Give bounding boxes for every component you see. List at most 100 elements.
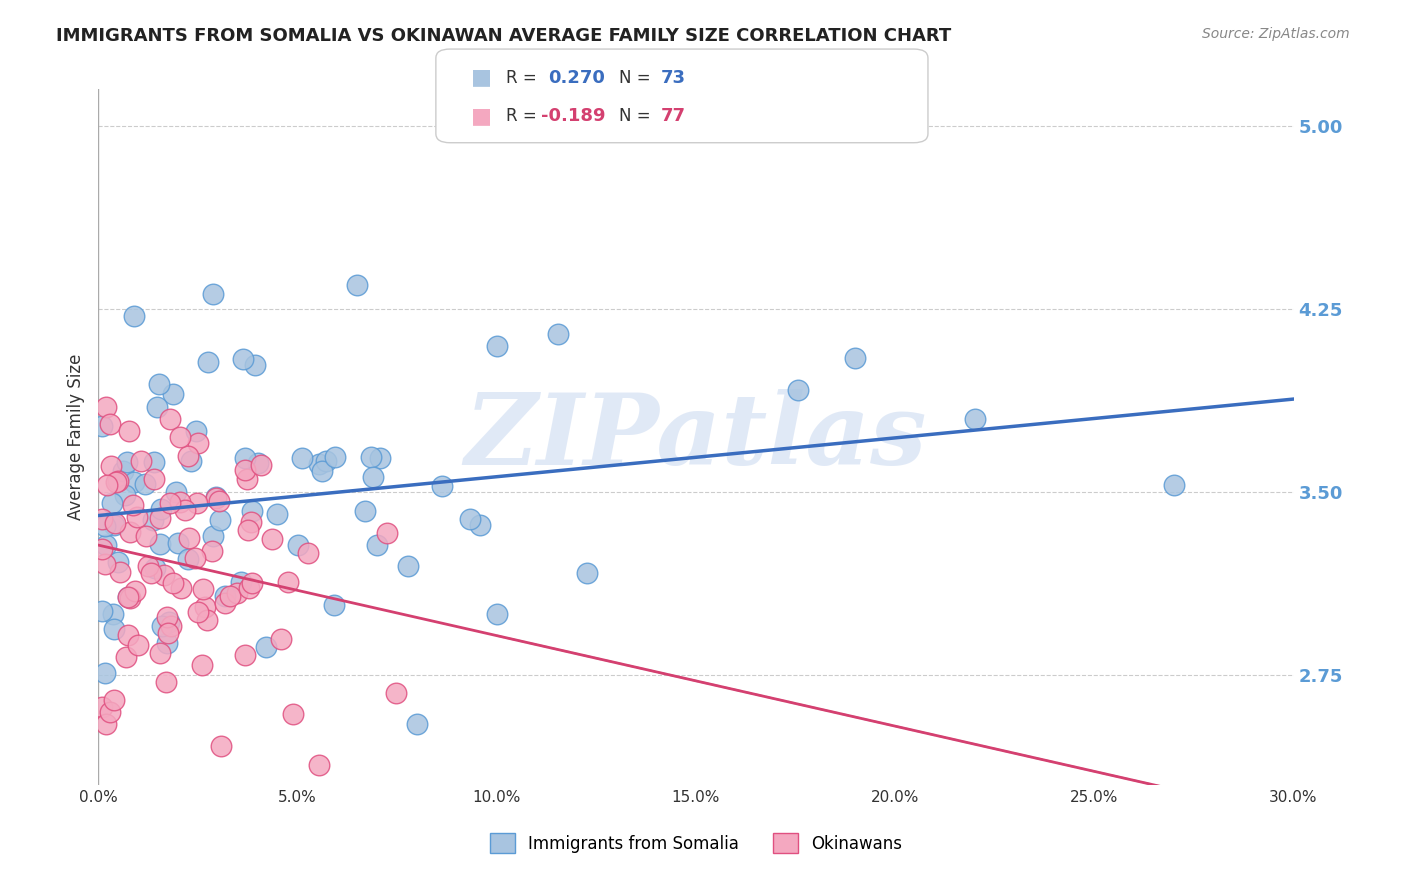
Point (145, 561, 167, 575)
Point (375, 526, 398, 541)
Point (103, 622, 125, 636)
Point (169, 582, 191, 596)
Point (311, 464, 333, 478)
Point (152, 618, 174, 632)
Point (107, 474, 129, 488)
Point (193, 582, 215, 596)
Point (214, 597, 236, 611)
Point (354, 504, 377, 518)
Point (148, 377, 170, 392)
Point (240, 575, 263, 590)
Point (186, 496, 208, 510)
Point (184, 551, 207, 566)
Text: IMMIGRANTS FROM SOMALIA VS OKINAWAN AVERAGE FAMILY SIZE CORRELATION CHART: IMMIGRANTS FROM SOMALIA VS OKINAWAN AVER… (56, 27, 952, 45)
Point (229, 574, 252, 589)
Point (240, 504, 263, 518)
Point (103, 692, 125, 706)
Point (254, 640, 277, 654)
Point (143, 455, 166, 469)
Point (468, 517, 491, 532)
Point (308, 758, 330, 772)
Text: 77: 77 (661, 107, 686, 125)
Point (159, 495, 181, 509)
Point (91, 542, 114, 557)
Point (291, 451, 314, 466)
Point (100, 459, 122, 474)
Point (315, 454, 337, 468)
Y-axis label: Average Family Size: Average Family Size (66, 354, 84, 520)
Point (120, 524, 142, 539)
Point (191, 657, 214, 672)
Point (177, 552, 200, 566)
Point (152, 567, 174, 582)
Point (96, 477, 118, 491)
Legend: Immigrants from Somalia, Okinawans: Immigrants from Somalia, Okinawans (484, 827, 908, 860)
Point (235, 463, 257, 477)
Text: R =: R = (506, 69, 543, 87)
Point (129, 454, 152, 468)
Text: N =: N = (619, 69, 650, 87)
Point (108, 566, 131, 580)
Point (204, 491, 226, 506)
Point (117, 591, 139, 605)
Point (406, 717, 429, 731)
Point (233, 450, 256, 465)
Point (209, 513, 232, 527)
Point (187, 606, 209, 620)
Point (245, 358, 267, 372)
Point (360, 450, 382, 465)
Point (1163, 477, 1185, 491)
Point (194, 599, 217, 614)
Point (117, 591, 139, 605)
Point (149, 646, 172, 660)
Point (159, 411, 181, 425)
Point (91, 699, 114, 714)
Point (149, 511, 172, 525)
Point (323, 450, 346, 464)
Text: Source: ZipAtlas.com: Source: ZipAtlas.com (1202, 27, 1350, 41)
Point (156, 610, 179, 624)
Point (156, 626, 179, 640)
Point (214, 589, 236, 603)
Point (202, 528, 225, 542)
Point (96, 717, 118, 731)
Point (107, 555, 129, 569)
Point (100, 496, 122, 510)
Point (166, 536, 188, 550)
Point (94, 538, 117, 552)
Point (125, 509, 148, 524)
Text: N =: N = (619, 107, 650, 125)
Point (547, 326, 569, 341)
Point (103, 517, 125, 532)
Point (118, 424, 141, 438)
Point (98, 417, 122, 431)
Point (142, 513, 165, 527)
Text: ■: ■ (471, 68, 492, 87)
Point (277, 574, 299, 589)
Point (117, 628, 139, 642)
Point (247, 456, 270, 470)
Text: -0.189: -0.189 (541, 107, 606, 125)
Point (270, 632, 292, 647)
Point (368, 450, 391, 465)
Point (162, 576, 184, 591)
Point (160, 618, 183, 632)
Point (963, 411, 986, 425)
Point (485, 607, 508, 621)
Point (195, 613, 218, 627)
Point (249, 458, 271, 473)
Point (262, 532, 284, 546)
Point (127, 638, 149, 652)
Point (297, 546, 319, 560)
Point (396, 558, 419, 573)
Point (575, 566, 598, 580)
Point (458, 511, 481, 525)
Point (118, 591, 141, 606)
Point (169, 494, 191, 508)
Point (308, 458, 330, 472)
Point (239, 515, 262, 529)
Point (205, 490, 228, 504)
Point (142, 472, 165, 486)
Point (121, 498, 143, 512)
Point (197, 354, 219, 368)
